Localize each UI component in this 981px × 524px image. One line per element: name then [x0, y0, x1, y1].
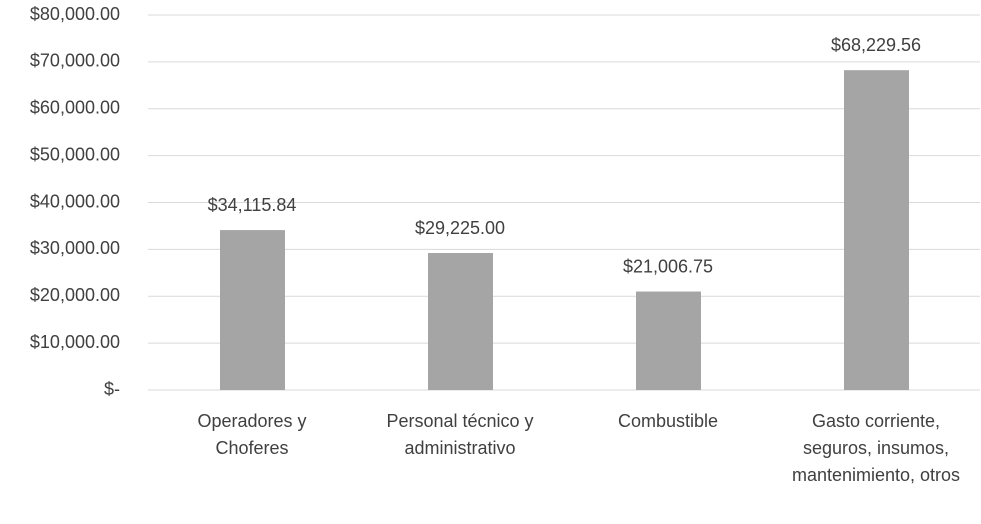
- bar: [636, 291, 701, 390]
- y-tick-label: $60,000.00: [30, 98, 120, 118]
- x-tick-label: Personal técnico y administrativo: [386, 411, 533, 458]
- y-tick-label: $80,000.00: [30, 4, 120, 24]
- x-tick-label: Combustible: [618, 411, 718, 431]
- data-label: $34,115.84: [208, 195, 297, 215]
- bar: [844, 70, 909, 390]
- y-tick-label: $50,000.00: [30, 144, 120, 164]
- bar: [428, 253, 493, 390]
- y-tick-label: $30,000.00: [30, 238, 120, 258]
- bar: [220, 230, 285, 390]
- y-tick-label: $-: [104, 379, 120, 399]
- y-tick-label: $70,000.00: [30, 51, 120, 71]
- x-tick-label: Gasto corriente, seguros, insumos, manteni…: [792, 411, 960, 485]
- y-tick-label: $40,000.00: [30, 191, 120, 211]
- x-tick-label: Operadores y Choferes: [197, 411, 306, 458]
- data-label: $29,225.00: [415, 218, 505, 238]
- y-tick-label: $10,000.00: [30, 332, 120, 352]
- data-label: $21,006.75: [623, 256, 713, 276]
- data-label: $68,229.56: [831, 35, 921, 55]
- y-tick-label: $20,000.00: [30, 285, 120, 305]
